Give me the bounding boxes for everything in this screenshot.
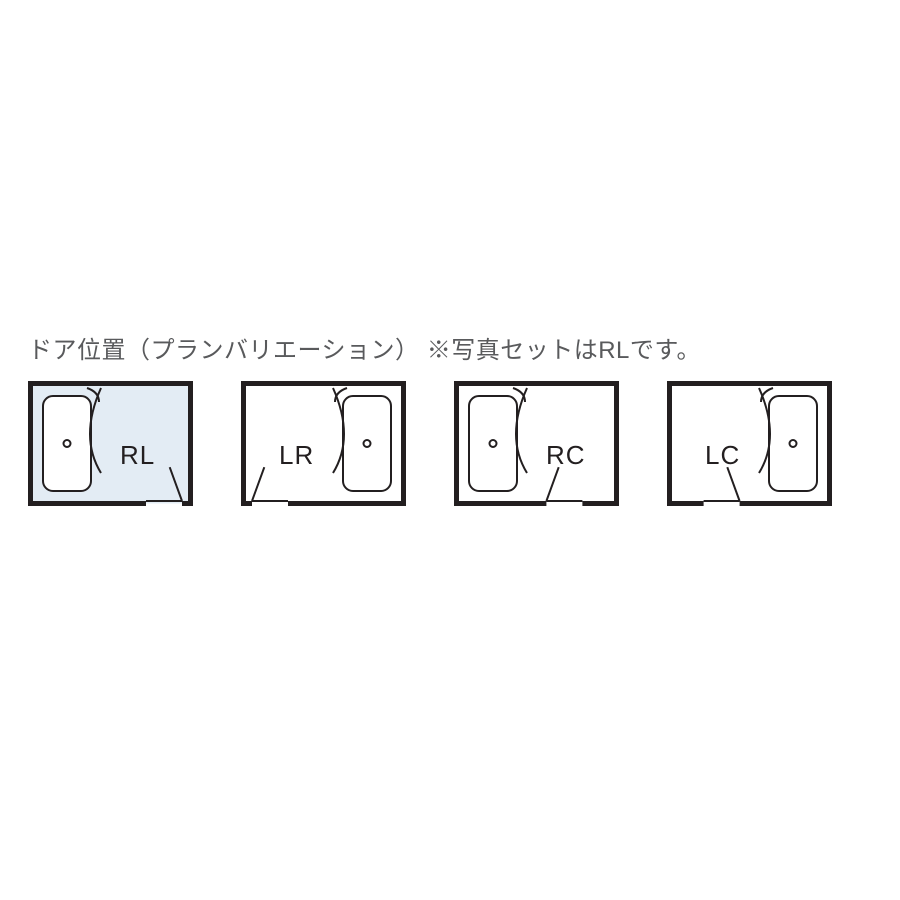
title-note: ※写真セットはRLです。 (427, 337, 701, 364)
plan-lc: LC (667, 381, 832, 506)
plan-label: RC (546, 440, 586, 471)
plan-rl: RL (28, 381, 193, 506)
title-line: ドア位置（プランバリエーション） ※写真セットはRLです。 (28, 330, 872, 365)
plan-rc: RC (454, 381, 619, 506)
plan-list: RL LR RC LC (28, 381, 872, 506)
plan-label: LR (279, 440, 314, 471)
plan-lr: LR (241, 381, 406, 506)
title-main: ドア位置（プランバリエーション） (28, 337, 420, 364)
plan-label: LC (705, 440, 740, 471)
plan-label: RL (120, 440, 155, 471)
